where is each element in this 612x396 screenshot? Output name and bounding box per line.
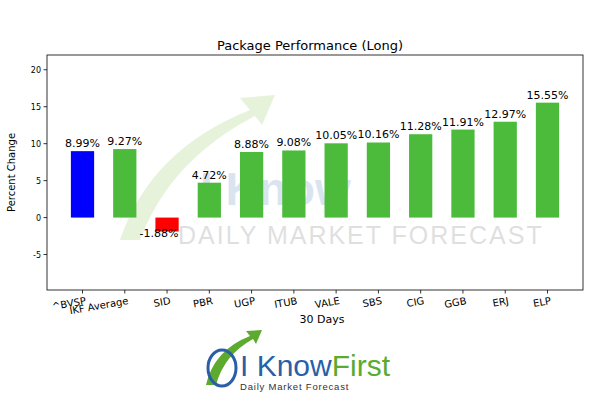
bar [71, 151, 94, 217]
logo-ring [208, 350, 236, 386]
x-tick-label: CIG [406, 295, 425, 309]
y-tick [44, 69, 48, 70]
y-tick [44, 254, 48, 255]
bar [325, 143, 348, 217]
plot-frame [47, 55, 583, 290]
bar [282, 150, 305, 217]
x-axis-label: 30 Days [300, 313, 345, 326]
x-tick-label: GGB [443, 295, 467, 310]
data-label: 10.16% [357, 128, 399, 141]
x-tick [547, 290, 548, 294]
logo-name: I KnowFirst [240, 349, 391, 382]
x-tick-label: SID [153, 295, 172, 309]
data-label: -1.88% [140, 227, 179, 240]
y-tick-label: 5 [36, 177, 41, 186]
data-label: 9.27% [107, 135, 142, 148]
title: Package Performance (Long) [217, 38, 403, 53]
bar [409, 134, 432, 217]
x-tick [251, 290, 252, 294]
x-tick-label: UGP [233, 295, 256, 309]
x-tick [462, 290, 463, 294]
x-tick-label: PBR [192, 295, 213, 309]
data-label: 4.72% [192, 169, 227, 182]
x-tick [505, 290, 506, 294]
data-label: 8.88% [234, 138, 269, 151]
y-tick-label: -5 [33, 251, 41, 260]
x-tick-label: ELP [532, 295, 552, 309]
bar [198, 183, 221, 218]
x-tick-label: ERJ [492, 295, 510, 309]
x-tick [124, 290, 125, 294]
watermark: I KnowDAILY MARKET FORECAST [120, 95, 544, 249]
watermark-tagline: DAILY MARKET FORECAST [178, 221, 544, 249]
x-tick-label: IKF Average [69, 295, 130, 316]
bar [451, 130, 474, 218]
bar [494, 122, 517, 218]
watermark-arrow [120, 95, 275, 240]
logo-name-part: First [332, 349, 391, 382]
logo-tagline: Daily Market Forecast [240, 381, 349, 392]
x-tick-label: SBS [362, 295, 383, 309]
x-tick [336, 290, 337, 294]
x-tick [420, 290, 421, 294]
bars [71, 103, 559, 232]
data-label: 12.97% [484, 108, 526, 121]
bar [367, 142, 390, 217]
y-tick [44, 143, 48, 144]
data-label: 11.28% [400, 120, 442, 133]
chart: Package Performance (Long)I KnowDAILY MA… [0, 0, 612, 396]
x-tick [167, 290, 168, 294]
y-tick-label: 20 [31, 66, 41, 75]
y-tick [44, 180, 48, 181]
x-tick [209, 290, 210, 294]
y-tick-label: 15 [31, 103, 41, 112]
data-label: 15.55% [527, 89, 569, 102]
x-tick [82, 290, 83, 294]
data-label: 8.99% [65, 137, 100, 150]
x-tick [293, 290, 294, 294]
y-tick-label: 10 [31, 140, 41, 149]
x-tick-label: VALE [314, 295, 340, 310]
data-label: 10.05% [315, 129, 357, 142]
y-tick [44, 217, 48, 218]
data-label: 9.08% [276, 136, 311, 149]
x-tick [378, 290, 379, 294]
y-axis-label: Percent Change [6, 133, 17, 212]
logo-name-part: I Know [240, 349, 332, 382]
logo: I KnowFirstDaily Market Forecast [206, 330, 391, 392]
x-tick-label: ITUB [273, 295, 298, 310]
bar [113, 149, 136, 218]
y-tick [44, 106, 48, 107]
bar [240, 152, 263, 218]
bar [536, 103, 559, 218]
y-tick-label: 0 [36, 214, 41, 223]
data-label: 11.91% [442, 116, 484, 129]
